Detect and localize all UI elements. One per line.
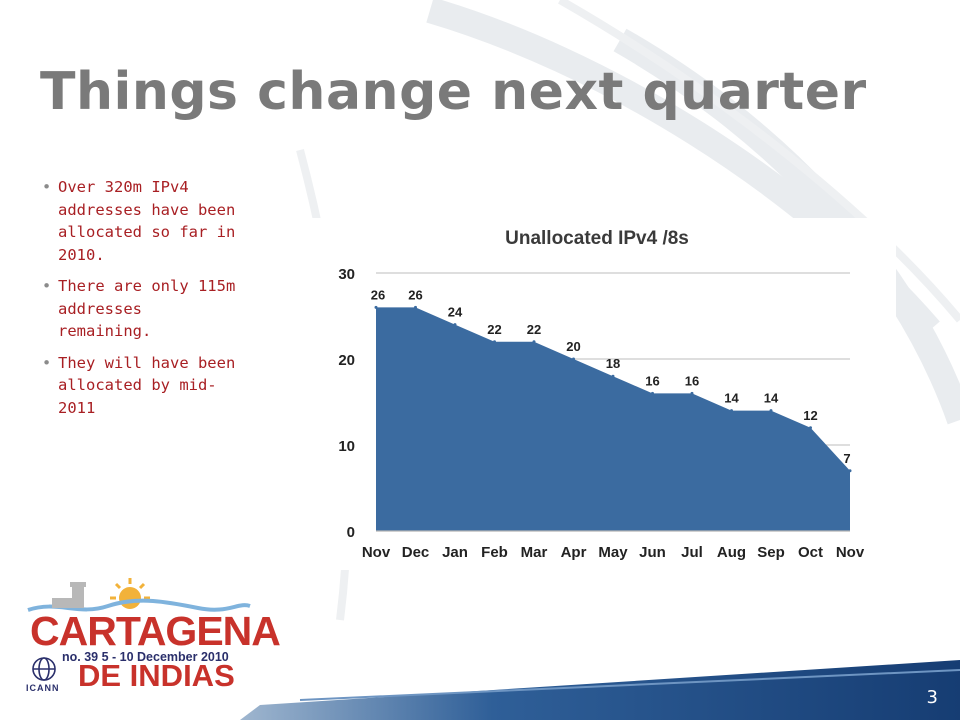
data-label: 14 [724, 391, 739, 406]
data-label: 26 [408, 287, 422, 302]
bullet-list: Over 320m IPv4 addresses have been alloc… [42, 176, 242, 428]
logo-line2: DE INDIAS [78, 658, 235, 693]
x-tick-label: Sep [757, 544, 785, 561]
logo-line1: CARTAGENA [30, 608, 281, 654]
data-point [769, 409, 773, 413]
y-tick-label: 20 [338, 352, 355, 369]
data-point [532, 340, 536, 344]
logo-org: ICANN [26, 683, 60, 693]
bullet-item: There are only 115m addresses remaining. [42, 275, 242, 343]
data-point [730, 409, 733, 413]
data-label: 16 [685, 373, 699, 388]
data-point [414, 305, 417, 309]
x-tick-label: Jun [639, 544, 666, 561]
data-point [809, 426, 812, 430]
logo-art [27, 578, 251, 681]
data-point [611, 374, 615, 378]
data-point [572, 357, 575, 361]
data-point [651, 391, 654, 395]
data-label: 20 [566, 339, 580, 354]
data-label: 16 [645, 373, 659, 388]
data-point [690, 391, 694, 395]
area-series [376, 307, 850, 531]
data-point [453, 323, 457, 327]
data-label: 18 [606, 356, 620, 371]
x-tick-label: Aug [717, 544, 746, 561]
x-tick-label: Nov [836, 544, 865, 561]
data-label: 22 [527, 322, 541, 337]
data-label: 24 [448, 305, 463, 320]
page-number: 3 [926, 687, 938, 708]
area-chart: 0 10 20 30 26 26 24 22 22 20 18 16 16 14 14 12 7 Nov Dec Ja… [338, 266, 865, 561]
x-tick-label: Nov [362, 544, 391, 561]
y-tick-label: 0 [347, 524, 355, 541]
x-tick-label: Apr [561, 544, 587, 561]
data-label: 7 [843, 451, 850, 466]
data-label: 22 [487, 322, 501, 337]
x-tick-label: Mar [521, 544, 548, 561]
fortress-icon [52, 582, 86, 608]
bullet-item: They will have been allocated by mid-201… [42, 352, 242, 420]
data-label: 14 [764, 391, 779, 406]
chart-title: Unallocated IPv4 /8s [505, 228, 689, 249]
data-point [848, 469, 852, 473]
page-title: Things change next quarter [40, 62, 867, 122]
x-tick-label: Jan [442, 544, 468, 561]
data-point [374, 305, 378, 309]
event-logo: CARTAGENA no. 39 5 - 10 December 2010 DE… [18, 572, 281, 697]
data-label: 26 [371, 287, 385, 302]
y-tick-label: 10 [338, 438, 355, 455]
logo-subtitle: no. 39 5 - 10 December 2010 [62, 650, 229, 664]
x-tick-label: Feb [481, 544, 508, 561]
globe-icon [32, 657, 56, 681]
x-tick-label: May [598, 544, 628, 561]
data-label: 12 [803, 408, 817, 423]
chart-panel: Unallocated IPv4 /8s 0 10 20 30 26 26 24 22 22 20… [298, 218, 896, 570]
bullet-item: Over 320m IPv4 addresses have been alloc… [42, 176, 242, 266]
data-point [493, 340, 496, 344]
y-tick-label: 30 [338, 266, 355, 283]
x-tick-label: Dec [402, 544, 430, 561]
x-tick-label: Jul [681, 544, 703, 561]
x-tick-label: Oct [798, 544, 823, 561]
